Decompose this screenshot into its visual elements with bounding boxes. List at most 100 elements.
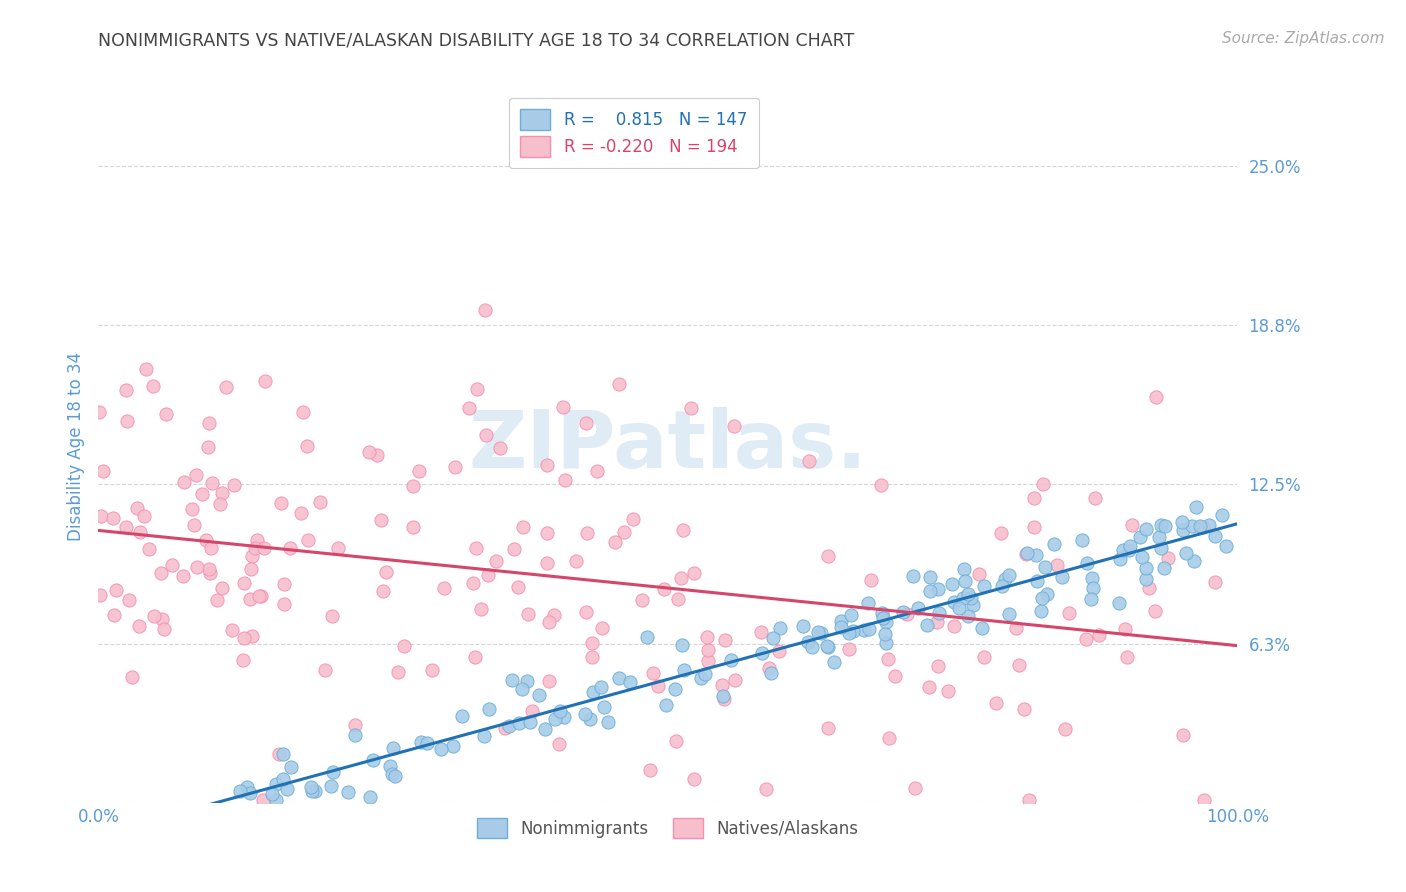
- Point: [205, 593, 228, 607]
- Point: [1171, 523, 1194, 537]
- Point: [1137, 581, 1160, 595]
- Point: [501, 673, 523, 687]
- Point: [280, 759, 302, 773]
- Point: [506, 581, 529, 595]
- Point: [896, 607, 918, 621]
- Point: [538, 674, 561, 689]
- Point: [956, 587, 979, 601]
- Point: [299, 780, 322, 794]
- Point: [683, 566, 706, 581]
- Point: [830, 614, 852, 628]
- Point: [1149, 518, 1171, 533]
- Point: [984, 696, 1007, 710]
- Point: [498, 719, 520, 733]
- Point: [494, 722, 516, 736]
- Point: [474, 428, 496, 442]
- Point: [554, 473, 576, 487]
- Point: [652, 582, 675, 597]
- Point: [547, 737, 569, 751]
- Point: [801, 640, 824, 655]
- Point: [842, 624, 865, 639]
- Point: [322, 764, 344, 779]
- Point: [943, 618, 966, 632]
- Point: [915, 618, 938, 632]
- Point: [901, 568, 924, 582]
- Point: [252, 541, 274, 555]
- Point: [873, 626, 896, 640]
- Point: [759, 665, 782, 680]
- Point: [990, 525, 1012, 540]
- Point: [907, 600, 929, 615]
- Point: [522, 704, 544, 718]
- Point: [1211, 508, 1233, 523]
- Point: [270, 496, 292, 510]
- Point: [955, 574, 977, 588]
- Text: Source: ZipAtlas.com: Source: ZipAtlas.com: [1222, 31, 1385, 46]
- Point: [370, 513, 392, 527]
- Point: [153, 622, 176, 636]
- Point: [290, 506, 312, 520]
- Point: [115, 520, 138, 534]
- Point: [973, 649, 995, 664]
- Point: [796, 634, 818, 648]
- Point: [519, 714, 541, 729]
- Point: [477, 568, 499, 582]
- Point: [488, 442, 510, 456]
- Point: [186, 560, 208, 574]
- Point: [755, 782, 778, 797]
- Point: [1035, 560, 1057, 574]
- Point: [994, 573, 1017, 587]
- Point: [1130, 550, 1153, 565]
- Point: [260, 788, 283, 802]
- Point: [1150, 541, 1173, 555]
- Point: [1084, 491, 1107, 506]
- Point: [918, 680, 941, 694]
- Point: [89, 588, 111, 602]
- Point: [591, 680, 613, 694]
- Point: [103, 607, 125, 622]
- Point: [1215, 539, 1237, 553]
- Point: [927, 615, 949, 629]
- Point: [853, 623, 876, 637]
- Point: [243, 541, 266, 555]
- Point: [198, 562, 221, 576]
- Point: [232, 652, 254, 666]
- Point: [679, 401, 702, 415]
- Point: [830, 620, 852, 634]
- Point: [697, 643, 720, 657]
- Point: [574, 707, 596, 722]
- Point: [838, 625, 860, 640]
- Point: [373, 584, 395, 599]
- Point: [872, 611, 894, 625]
- Point: [115, 384, 138, 398]
- Point: [191, 487, 214, 501]
- Point: [1192, 793, 1215, 807]
- Point: [253, 374, 276, 388]
- Point: [292, 405, 315, 419]
- Point: [366, 448, 388, 462]
- Point: [1025, 574, 1047, 588]
- Point: [621, 512, 644, 526]
- Point: [581, 636, 603, 650]
- Point: [769, 621, 792, 635]
- Point: [1135, 572, 1157, 586]
- Point: [891, 605, 914, 619]
- Point: [1076, 556, 1098, 570]
- Point: [1135, 561, 1157, 575]
- Point: [1080, 592, 1102, 607]
- Point: [387, 665, 409, 680]
- Text: ZIPatlas.: ZIPatlas.: [468, 407, 868, 485]
- Point: [173, 475, 195, 489]
- Point: [416, 736, 439, 750]
- Point: [361, 753, 384, 767]
- Point: [856, 596, 879, 610]
- Point: [472, 729, 495, 743]
- Point: [603, 535, 626, 549]
- Point: [565, 554, 588, 568]
- Point: [592, 700, 614, 714]
- Point: [517, 607, 540, 621]
- Point: [1147, 530, 1170, 544]
- Point: [548, 704, 571, 718]
- Point: [239, 591, 262, 606]
- Point: [474, 303, 496, 318]
